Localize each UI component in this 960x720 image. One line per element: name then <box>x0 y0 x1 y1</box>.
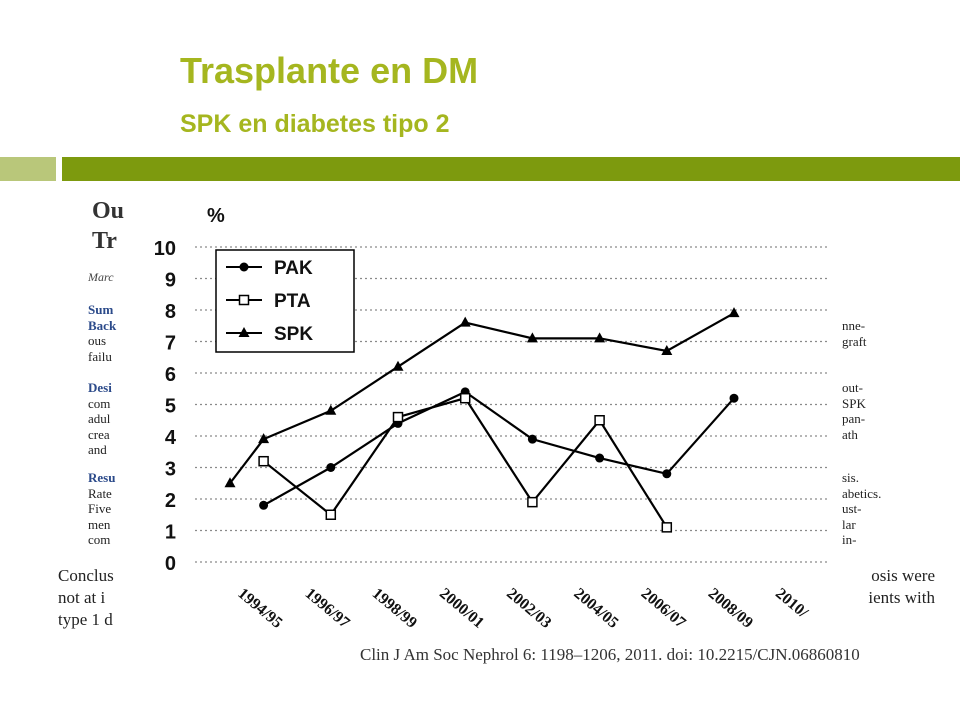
y-tick-label: 7 <box>165 333 176 355</box>
data-point-pak <box>259 500 269 510</box>
article-text-line: com <box>88 532 111 547</box>
article-text-line: ients with <box>868 588 935 607</box>
article-text-line: Conclus <box>58 566 114 585</box>
data-point-spk <box>258 433 270 444</box>
data-point-pak <box>326 463 336 472</box>
article-text-line: graft <box>842 333 867 349</box>
article-right-fragment-mid: out- SPK pan-ath <box>842 380 902 442</box>
article-text-line: ath <box>842 426 858 442</box>
data-point-pta <box>594 415 605 426</box>
y-tick-label: 3 <box>165 459 176 481</box>
article-text-line: Sum <box>88 302 114 317</box>
data-point-pta <box>392 411 404 423</box>
article-text-line: Resu <box>88 470 116 485</box>
y-tick-label: 1 <box>165 522 176 544</box>
y-tick-label: 8 <box>165 301 176 323</box>
article-text-line: pan- <box>842 411 866 426</box>
article-text-line: Five <box>88 501 112 516</box>
y-tick-label: 9 <box>165 270 176 292</box>
data-point-pta <box>661 522 673 533</box>
data-point-pta <box>325 509 337 520</box>
article-text-line: osis were <box>871 566 935 585</box>
data-point-spk <box>392 360 404 371</box>
y-tick-label: 5 <box>165 396 176 418</box>
y-tick-label: 4 <box>165 427 177 449</box>
article-summary-fragment: Sum Back ous failu <box>88 302 128 364</box>
legend-marker-spk <box>238 327 250 337</box>
article-conclusion-left: Conclus not at i type 1 d <box>58 565 153 631</box>
accent-bar-left <box>0 157 56 181</box>
data-point-pta <box>258 455 269 467</box>
article-author-fragment: Marc <box>88 270 114 284</box>
article-text-line: and <box>88 442 107 457</box>
y-tick-label: 0 <box>165 553 176 575</box>
data-point-pta <box>527 496 538 508</box>
data-point-spk <box>526 332 538 343</box>
article-text-line: not at i <box>58 588 106 607</box>
article-text-line: nne- <box>842 318 866 333</box>
data-point-pta <box>459 392 471 404</box>
series-line-pak <box>263 390 735 507</box>
legend-marker-pak <box>239 262 249 272</box>
legend-label-spk: SPK <box>274 324 313 345</box>
slide-title: Trasplante en DM <box>180 50 479 91</box>
slide-subtitle: SPK en diabetes tipo 2 <box>180 110 450 138</box>
article-conclusion-right: osis were ients with <box>805 565 935 609</box>
article-citation: Clin J Am Soc Nephrol 6: 1198–1206, 2011… <box>360 645 860 664</box>
data-point-pak <box>662 469 672 479</box>
article-text-line: crea <box>88 426 110 442</box>
legend-label-pta: PTA <box>274 291 311 312</box>
data-point-spk <box>594 332 606 343</box>
article-text-line: adul <box>88 411 111 426</box>
y-axis-label: % <box>207 205 225 227</box>
article-text-line: in- <box>842 532 857 547</box>
y-tick-label: 6 <box>165 364 176 386</box>
article-text-line: ust- <box>842 501 862 516</box>
article-text-line: type 1 d <box>58 610 113 629</box>
article-text-line: ous <box>88 333 107 348</box>
data-point-spk <box>459 316 471 327</box>
data-point-pak <box>729 393 739 403</box>
data-point-spk <box>728 307 740 318</box>
accent-bar-right <box>62 157 960 181</box>
data-point-spk <box>661 344 673 355</box>
article-text-line: sis. <box>842 470 859 485</box>
article-right-fragment-bottom: sis. abetics. ust-lar in- <box>842 470 902 548</box>
y-tick-label: 2 <box>165 490 176 512</box>
article-text-line: lar <box>842 516 856 532</box>
article-text-line: SPK <box>842 395 866 411</box>
legend-label-pak: PAK <box>274 258 313 279</box>
article-right-fragment-top: nne-graft <box>842 318 902 349</box>
data-point-pak <box>527 434 537 444</box>
data-point-spk <box>224 477 236 488</box>
data-point-pak <box>595 453 605 463</box>
article-text-line: Rate <box>88 485 112 501</box>
y-tick-label: 10 <box>154 238 176 260</box>
article-results-fragment: Resu Rate Five men com <box>88 470 128 548</box>
article-text-line: Desi <box>88 380 112 395</box>
article-text-line: out- <box>842 380 863 395</box>
legend-marker-pta <box>238 294 250 306</box>
article-design-fragment: Desi com adul crea and <box>88 380 128 458</box>
article-text-line: Back <box>88 317 117 333</box>
data-point-spk <box>325 404 337 415</box>
article-text-line: failu <box>88 348 112 364</box>
article-text-line: men <box>88 516 111 532</box>
article-text-line: abetics. <box>842 485 882 501</box>
article-text-line: com <box>88 395 111 411</box>
article-heading: Ou Tr <box>92 198 125 254</box>
